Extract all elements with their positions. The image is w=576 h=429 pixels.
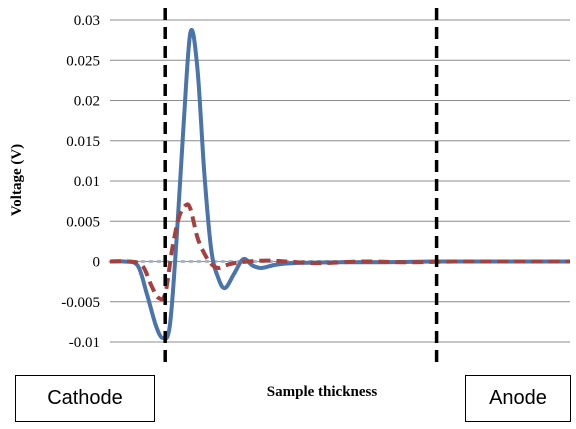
y-tick-label: 0.01 [74,174,100,190]
y-tick-label: 0.03 [74,13,100,29]
y-tick-label: 0 [93,255,101,271]
y-tick-label: -0.005 [61,295,100,311]
series-line-dashed [109,202,570,302]
series-lines [108,27,572,341]
y-tick-label: 0.02 [74,94,100,110]
cathode-label: Cathode [15,375,155,422]
y-tick-label: 0.025 [66,53,100,69]
y-axis-label: Voltage (V) [9,144,25,216]
y-tick-label: 0.015 [66,134,100,150]
anode-label: Anode [465,375,571,422]
series-line-solid [109,27,570,341]
y-tick-label: -0.01 [69,335,100,351]
y-tick-labels: -0.01 -0.005 0 0.005 0.01 0.015 0.02 0.025 0.03 [61,13,100,351]
boundary-lines [163,8,439,362]
y-tick-label: 0.005 [66,214,100,230]
x-axis-label: Sample thickness [267,384,378,400]
